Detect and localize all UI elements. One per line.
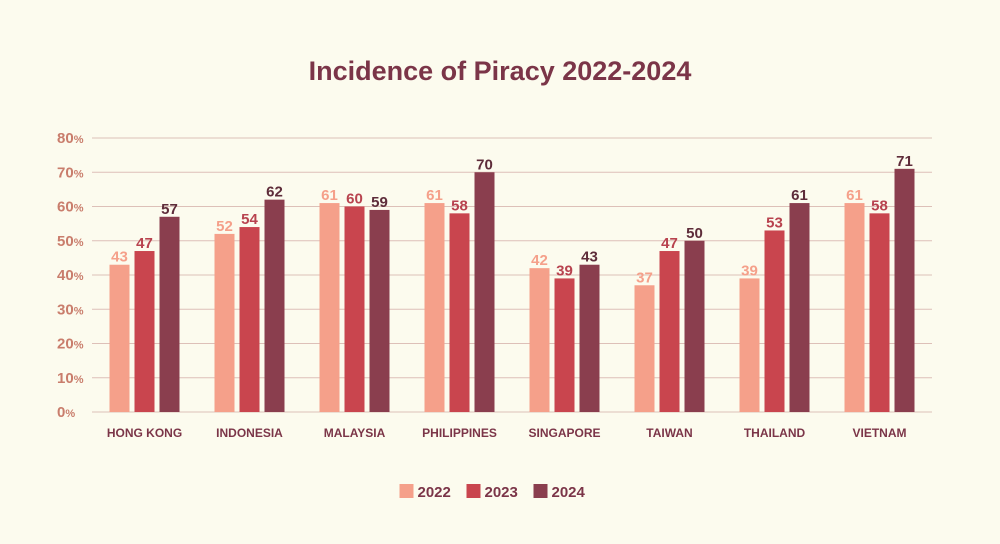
bar-malaysia-2023 — [344, 206, 365, 412]
bar-malaysia-2024 — [369, 209, 390, 412]
legend-label-2023: 2023 — [485, 484, 518, 501]
bar-indonesia-2024 — [264, 199, 285, 412]
legend-swatch-2023 — [466, 484, 481, 498]
data-label-indonesia-2023: 54 — [241, 211, 258, 228]
data-label-philippines-2023: 58 — [451, 197, 468, 214]
bar-vietnam-2023 — [869, 213, 890, 412]
data-labels: 43 47 57 52 54 62 61 60 59 61 58 70 42 39 43 37 47 50 39 53… — [111, 153, 913, 286]
bar-vietnam-2024 — [894, 168, 915, 412]
data-label-philippines-2022: 61 — [426, 187, 443, 204]
x-axis-ticks: HONG KONG INDONESIA MALAYSIA PHILIPPINES SIN… — [107, 426, 907, 440]
data-label-singapore-2023: 39 — [556, 262, 573, 279]
data-label-vietnam-2024: 71 — [896, 153, 913, 170]
bar-taiwan-2023 — [659, 251, 680, 412]
data-label-malaysia-2024: 59 — [371, 194, 388, 211]
y-tick-label-80: 80% — [57, 130, 84, 147]
data-label-hong-kong-2023: 47 — [136, 235, 153, 252]
y-tick-label-50: 50% — [57, 233, 84, 250]
bar-philippines-2023 — [449, 213, 470, 412]
x-tick-label-taiwan: TAIWAN — [646, 426, 692, 440]
bar-hong-kong-2022 — [109, 264, 130, 412]
data-label-malaysia-2022: 61 — [321, 187, 338, 204]
bar-thailand-2023 — [764, 230, 785, 412]
bar-taiwan-2024 — [684, 240, 705, 412]
data-label-taiwan-2023: 47 — [661, 235, 678, 252]
data-label-thailand-2022: 39 — [741, 262, 758, 279]
x-tick-label-thailand: THAILAND — [744, 426, 806, 440]
data-label-philippines-2024: 70 — [476, 156, 493, 173]
bar-hong-kong-2023 — [134, 251, 155, 412]
data-label-vietnam-2023: 58 — [871, 197, 888, 214]
data-label-indonesia-2022: 52 — [216, 218, 233, 235]
bar-singapore-2022 — [529, 268, 550, 412]
x-tick-label-vietnam: VIETNAM — [853, 426, 907, 440]
data-label-taiwan-2024: 50 — [686, 225, 703, 242]
bars — [109, 168, 915, 412]
x-tick-label-hong-kong: HONG KONG — [107, 426, 182, 440]
bar-hong-kong-2024 — [159, 216, 180, 412]
bar-philippines-2022 — [424, 203, 445, 412]
legend-label-2024: 2024 — [552, 484, 586, 501]
data-label-indonesia-2024: 62 — [266, 184, 283, 201]
legend-swatch-2024 — [533, 484, 548, 498]
legend-label-2022: 2022 — [418, 484, 451, 501]
x-tick-label-singapore: SINGAPORE — [528, 426, 600, 440]
y-tick-label-70: 70% — [57, 164, 84, 181]
x-tick-label-philippines: PHILIPPINES — [422, 426, 497, 440]
data-label-thailand-2024: 61 — [791, 187, 808, 204]
bar-thailand-2022 — [739, 278, 760, 412]
data-label-singapore-2024: 43 — [581, 249, 598, 266]
x-tick-label-malaysia: MALAYSIA — [324, 426, 386, 440]
data-label-thailand-2023: 53 — [766, 214, 783, 231]
bar-singapore-2024 — [579, 264, 600, 412]
data-label-singapore-2022: 42 — [531, 252, 548, 269]
bar-vietnam-2022 — [844, 203, 865, 412]
bar-thailand-2024 — [789, 203, 810, 412]
y-tick-label-20: 20% — [57, 336, 84, 353]
y-tick-label-0: 0% — [57, 404, 75, 421]
y-tick-label-30: 30% — [57, 301, 84, 318]
x-tick-label-indonesia: INDONESIA — [216, 426, 283, 440]
bar-singapore-2023 — [554, 278, 575, 412]
bar-philippines-2024 — [474, 172, 495, 412]
data-label-hong-kong-2022: 43 — [111, 249, 128, 266]
bar-indonesia-2022 — [214, 233, 235, 412]
legend: 2022 2023 2024 — [399, 484, 586, 501]
legend-swatch-2022 — [399, 484, 414, 498]
y-axis-ticks: 0% 10% 20% 30% 40% 50% 60% 70% 80% — [57, 130, 84, 421]
y-tick-label-60: 60% — [57, 199, 84, 216]
chart-title: Incidence of Piracy 2022-2024 — [309, 56, 692, 86]
y-tick-label-10: 10% — [57, 370, 84, 387]
data-label-malaysia-2023: 60 — [346, 191, 363, 208]
data-label-taiwan-2022: 37 — [636, 269, 653, 286]
bar-taiwan-2022 — [634, 285, 655, 412]
y-tick-label-40: 40% — [57, 267, 84, 284]
data-label-hong-kong-2024: 57 — [161, 201, 178, 218]
data-label-vietnam-2022: 61 — [846, 187, 863, 204]
bar-malaysia-2022 — [319, 203, 340, 412]
bar-indonesia-2023 — [239, 227, 260, 412]
